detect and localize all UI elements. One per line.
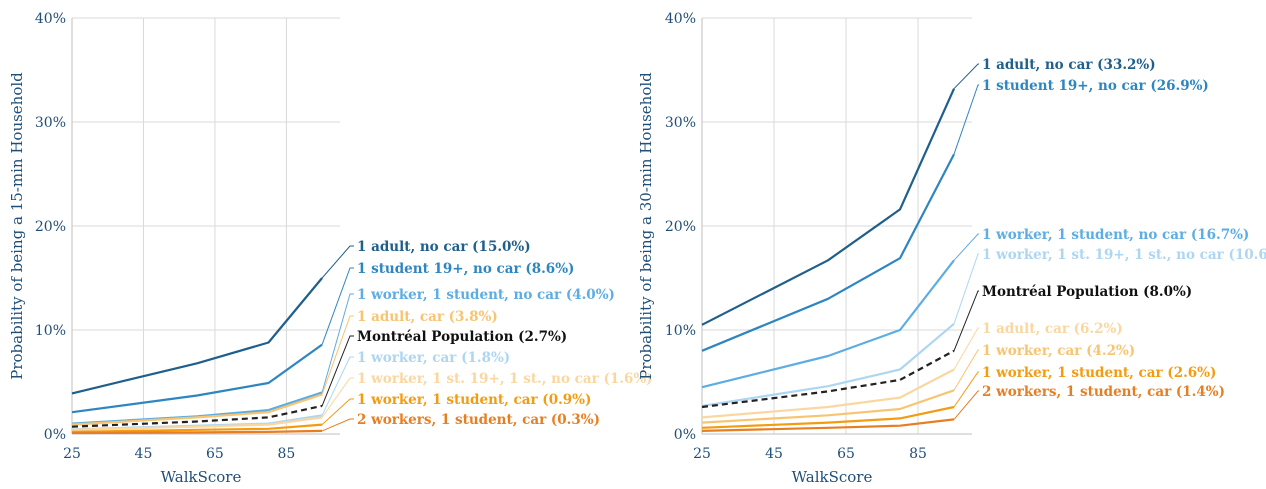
series-label: 1 adult, car (3.8%) (357, 309, 498, 325)
series-label: 1 worker, 1 st. 19+, 1 st., no car (1.6%… (357, 371, 653, 387)
callout-connector (321, 267, 354, 345)
callout-connector (321, 418, 354, 432)
series-line (71, 404, 323, 428)
y-tick-label: 0% (44, 427, 66, 443)
x-tick-label: 65 (837, 446, 855, 462)
series-line (701, 322, 955, 407)
callout-connector (953, 233, 979, 261)
callout-connector (953, 371, 979, 408)
series-label: 1 student 19+, no car (8.6%) (357, 261, 574, 277)
callout-connector (321, 335, 354, 407)
chart-panel-1: 0% 10% 20% 30% 40% 25 45 65 85 WalkScore Probabili… (8, 11, 653, 486)
y-tick-label: 0% (674, 427, 696, 443)
chart-panel-2: 0% 10% 20% 30% 40% 25 45 65 85 WalkScore Probabili… (637, 11, 1266, 486)
x-axis-title: WalkScore (792, 468, 873, 486)
series-line (71, 416, 323, 431)
callout-connector (953, 349, 979, 391)
series-line (701, 259, 955, 389)
x-tick-label: 25 (693, 446, 711, 462)
series-label: 2 workers, 1 student, car (1.4%) (982, 384, 1225, 400)
x-tick-label: 45 (135, 446, 153, 462)
y-tick-label: 10% (35, 323, 66, 339)
callout-connector (321, 356, 354, 416)
y-tick-label: 30% (665, 115, 696, 131)
series-label: 1 adult, no car (33.2%) (982, 57, 1156, 73)
series-line (701, 418, 955, 432)
callout-connector (321, 377, 354, 418)
x-tick-label: 45 (765, 446, 783, 462)
series-line (701, 368, 955, 419)
callout-connector (953, 63, 979, 90)
callout-connector (953, 390, 979, 420)
callout-connector (953, 253, 979, 324)
series-label: 1 adult, no car (15.0%) (357, 239, 531, 255)
series-line (71, 429, 323, 435)
series-label: Montréal Population (2.7%) (357, 329, 567, 345)
callout-connector (953, 290, 979, 351)
series-line (71, 423, 323, 433)
series-line (701, 389, 955, 424)
series-label: Montréal Population (8.0%) (982, 284, 1192, 300)
y-tick-label: 20% (35, 219, 66, 235)
y-tick-label: 40% (665, 11, 696, 27)
y-tick-label: 20% (665, 219, 696, 235)
series-line (701, 405, 955, 429)
series-label: 2 workers, 1 student, car (0.3%) (357, 412, 600, 428)
y-tick-label: 30% (35, 115, 66, 131)
series-label: 1 worker, car (4.2%) (982, 343, 1135, 359)
y-tick-label: 40% (35, 11, 66, 27)
x-axis-title: WalkScore (161, 468, 242, 486)
series-line (71, 277, 323, 395)
series-line (71, 343, 323, 414)
callout-connector (321, 398, 354, 425)
series-line (701, 349, 955, 409)
series-label: 1 worker, 1 student, no car (4.0%) (357, 287, 615, 303)
callout-connector (953, 84, 979, 155)
callout-connector (321, 245, 354, 279)
series-label: 1 worker, 1 student, car (2.6%) (982, 365, 1216, 381)
series-line (701, 88, 956, 326)
x-tick-label: 85 (909, 446, 927, 462)
x-tick-label: 25 (63, 446, 81, 462)
callout-connector (321, 315, 354, 395)
series-label: 1 worker, car (1.8%) (357, 350, 510, 366)
series-line (701, 153, 955, 352)
y-axis-title: Probability of being a 30-min Household (637, 72, 655, 380)
x-tick-label: 85 (277, 446, 295, 462)
series-label: 1 worker, 1 st. 19+, 1 st., no car (10.6… (982, 247, 1266, 263)
series-label: 1 student 19+, no car (26.9%) (982, 78, 1209, 94)
series-label: 1 worker, 1 student, car (0.9%) (357, 392, 591, 408)
x-tick-label: 65 (206, 446, 224, 462)
series-label: 1 worker, 1 student, no car (16.7%) (982, 227, 1249, 243)
y-tick-label: 10% (665, 323, 696, 339)
series-label: 1 adult, car (6.2%) (982, 321, 1123, 337)
callout-connector (953, 327, 979, 370)
callout-connector (321, 293, 354, 393)
y-axis-title: Probability of being a 15-min Household (8, 72, 26, 380)
series-line (71, 393, 323, 426)
